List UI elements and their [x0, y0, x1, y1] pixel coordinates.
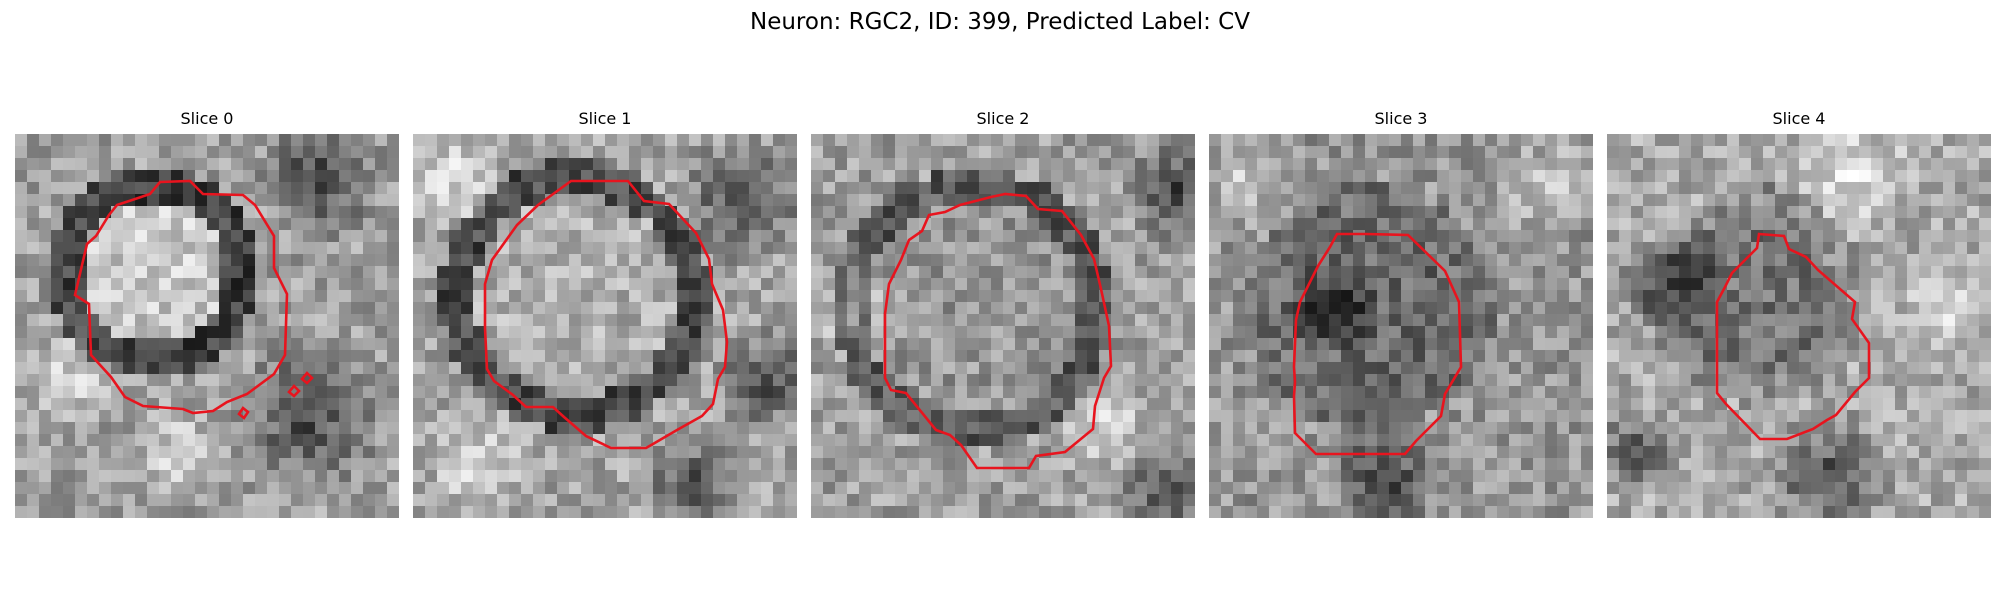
slice-title-1: Slice 1: [413, 108, 797, 130]
cell-contour-overlay-2: [811, 134, 1195, 518]
slice-panel-0: Slice 0: [15, 108, 399, 518]
slice-panel-2: Slice 2: [811, 108, 1195, 518]
cell-contour-overlay-1: [413, 134, 797, 518]
slice-panel-3: Slice 3: [1209, 108, 1593, 518]
slice-title-3: Slice 3: [1209, 108, 1593, 130]
slice-panel-1: Slice 1: [413, 108, 797, 518]
slice-panel-4: Slice 4: [1607, 108, 1991, 518]
cell-contour-overlay-0: [15, 134, 399, 518]
figure-title: Neuron: RGC2, ID: 399, Predicted Label: …: [0, 8, 2000, 36]
slice-title-4: Slice 4: [1607, 108, 1991, 130]
slice-title-0: Slice 0: [15, 108, 399, 130]
cell-contour-overlay-3: [1209, 134, 1593, 518]
slice-title-2: Slice 2: [811, 108, 1195, 130]
cell-contour-overlay-4: [1607, 134, 1991, 518]
